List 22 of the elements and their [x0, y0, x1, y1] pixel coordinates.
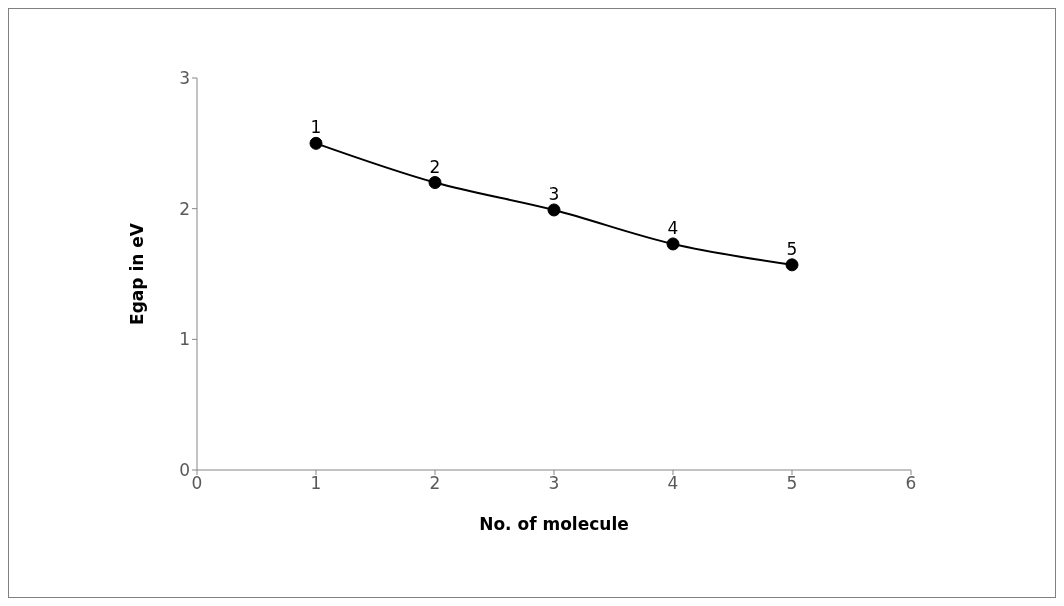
x-tick-label: 6	[905, 473, 917, 494]
x-tick-label: 4	[667, 473, 679, 494]
x-tick-label: 1	[310, 473, 322, 494]
y-tick-label: 3	[179, 68, 190, 89]
annotation: 2	[429, 156, 441, 177]
y-tick-label: 0	[179, 460, 190, 481]
x-tick-label: 3	[548, 473, 560, 494]
annotation: 3	[548, 183, 560, 204]
point	[428, 176, 442, 190]
y-tick-label: 2	[179, 198, 190, 219]
point	[666, 237, 680, 251]
x-tick-label: 5	[786, 473, 798, 494]
point	[309, 136, 323, 150]
x-tick-label: 2	[429, 473, 441, 494]
x-axis-title: No. of molecule	[479, 514, 629, 534]
y-tick-label: 1	[179, 329, 190, 350]
y-axis-title: Egap in eV	[127, 222, 148, 325]
point	[785, 258, 799, 272]
annotation: 4	[667, 217, 679, 238]
annotation: 5	[786, 238, 798, 259]
annotation: 1	[310, 117, 322, 138]
point	[547, 203, 561, 217]
